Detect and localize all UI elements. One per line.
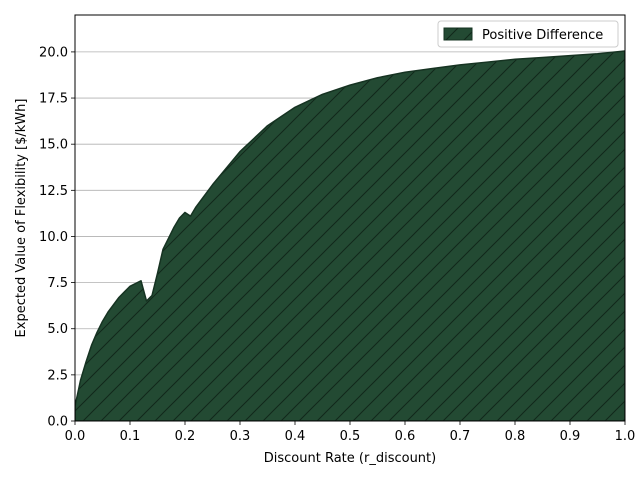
series-area-hatch	[75, 50, 625, 421]
y-axis-label: Expected Value of Flexibility [$/kWh]	[14, 99, 29, 338]
y-axis-ticks: 0.0 2.5 5.0 7.5 10.0 12.5 15.0 17.5 20.0	[39, 45, 75, 430]
series-area-outline	[75, 50, 625, 421]
x-tick-label: 0.9	[560, 429, 581, 444]
x-tick-label: 0.5	[340, 429, 361, 444]
legend-frame	[437, 20, 619, 48]
x-axis-label: Discount Rate (r_discount)	[264, 451, 436, 466]
x-tick-label: 0.6	[395, 429, 416, 444]
y-tick-label: 15.0	[39, 138, 68, 153]
legend-label: Positive Difference	[482, 28, 603, 43]
x-tick-label: 0.7	[450, 429, 471, 444]
y-tick-label: 5.0	[47, 322, 68, 337]
y-tick-label: 12.5	[39, 184, 68, 199]
y-tick-label: 17.5	[39, 92, 68, 107]
y-tick-label: 7.5	[47, 276, 68, 291]
x-tick-label: 0.3	[230, 429, 251, 444]
x-tick-label: 0.2	[175, 429, 196, 444]
x-tick-label: 0.1	[120, 429, 141, 444]
y-tick-label: 20.0	[39, 45, 68, 60]
y-tick-label: 10.0	[39, 230, 68, 245]
y-tick-label: 0.0	[47, 415, 68, 430]
x-tick-label: 0.8	[505, 429, 526, 444]
x-tick-label: 0.4	[285, 429, 306, 444]
series-area-group	[75, 50, 625, 421]
x-tick-label: 0.0	[65, 429, 86, 444]
legend: Positive Difference	[437, 20, 619, 48]
x-tick-label: 1.0	[615, 429, 636, 444]
legend-swatch-hatch	[444, 28, 472, 40]
x-axis-ticks: 0.0 0.1 0.2 0.3 0.4 0.5 0.6 0.7 0.8 0.9 1.0	[65, 421, 636, 444]
y-tick-label: 2.5	[47, 368, 68, 383]
